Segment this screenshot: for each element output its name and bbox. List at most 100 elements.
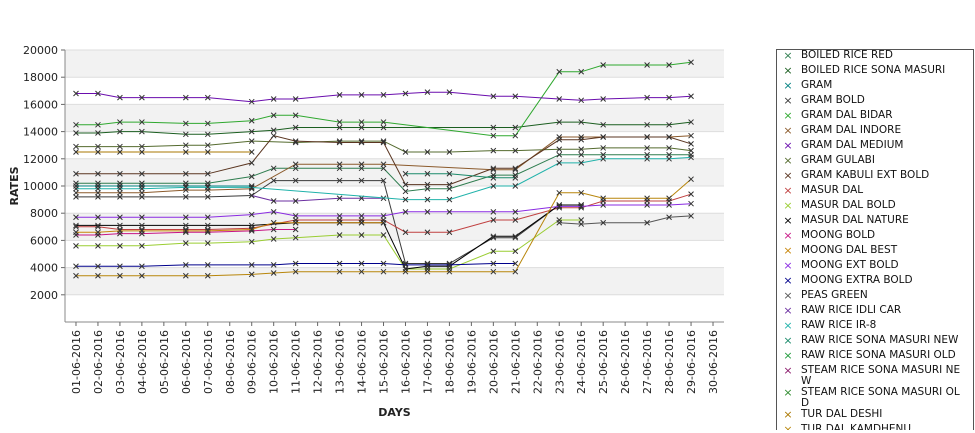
data-point-moong-ext-bold [644,202,650,208]
data-point-gram-bold [270,177,277,184]
legend-item-moong-ext-bold: × MOONG EXT BOLD [777,260,973,275]
data-point-gram-dal-bidar [336,119,343,125]
data-point-raw-rice-ir-8 [73,185,79,192]
x-tick-label: 05-06-2016 [158,330,171,394]
data-point-moong-dal-best [248,226,255,233]
legend-marker-icon: × [783,259,793,272]
data-point-gram-dal-medium [380,92,387,98]
data-point-gram-dal-medium [424,89,431,96]
x-tick-label: 12-06-2016 [312,330,325,394]
x-tick-label: 25-06-2016 [597,330,610,394]
data-point-raw-rice-ir-8 [688,154,694,161]
y-tick-label: 10000 [23,180,58,193]
data-point-boiled-rice-sona-masuri [556,119,563,125]
data-point-tur-dal-deshi [182,149,189,155]
data-point-masur-dal-bold [358,232,365,238]
data-point-masur-dal-nature [117,222,123,229]
data-point-tur-dal-kamdhenu [512,268,519,275]
data-point-gram-dal-bidar [248,117,255,124]
data-point-raw-rice-sona-masuri-new [512,174,519,181]
data-point-masur-dal-nature [490,233,497,240]
data-point-boiled-rice-red [578,151,585,158]
data-point-peas-green [578,221,585,227]
series-line-gram-dal-bidar [76,61,692,137]
data-point-gram-dal-medium [600,96,607,102]
data-point-gram-kabuli-ext-bold [73,170,79,177]
data-point-gram-kabuli-ext-bold [292,138,299,144]
data-point-raw-rice-idli-car [248,192,255,199]
data-point-raw-rice-sona-masuri-new [424,170,431,177]
data-point-gram-dal-bidar [139,119,145,125]
legend-item-masur-dal-nature: × MASUR DAL NATURE [777,215,973,230]
legend-label: TUR DAL KAMDHENU [801,423,912,431]
data-point-gram-dal-medium [644,94,650,101]
legend-marker-icon: × [783,124,793,137]
series-line-gram-gulabi [76,140,692,153]
x-axis-title: DAYS [378,406,411,419]
data-point-gram-kabuli-ext-bold [336,139,343,146]
x-tick-label: 26-06-2016 [619,330,632,394]
x-tick-label: 11-06-2016 [290,330,303,394]
legend-label: RAW RICE IR-8 [801,319,877,331]
data-point-moong-extra-bold [512,260,519,267]
data-point-raw-rice-ir-8 [578,160,585,166]
legend-marker-icon: × [783,408,793,421]
legend-marker-icon: × [783,154,793,167]
data-point-gram-kabuli-ext-bold [204,170,211,177]
data-point-raw-rice-idli-car [292,198,299,204]
legend-label: PEAS GREEN [801,289,868,301]
data-point-boiled-rice-red [402,188,409,195]
legend-label: GRAM DAL BIDAR [801,109,893,121]
data-point-masur-dal-bold [512,248,519,255]
data-point-moong-dal-best [139,228,145,234]
data-point-gram-gulabi [95,143,101,150]
series-line-peas-green [559,215,692,225]
legend-item-gram-bold: × GRAM BOLD [777,95,973,110]
data-point-gram-dal-medium [490,93,497,100]
legend-item-gram-gulabi: × GRAM GULABI [777,155,973,170]
data-point-gram-dal-indore [688,132,694,139]
data-point-boiled-rice-sona-masuri [95,130,101,136]
data-point-masur-dal-bold [117,242,123,249]
data-point-gram-gulabi [688,147,694,154]
data-point-masur-dal-nature [95,222,101,229]
data-point-peas-green [600,219,607,226]
legend-marker-icon: × [783,79,793,92]
x-tick-label: 04-06-2016 [136,330,149,394]
data-point-gram-dal-medium [666,94,672,101]
data-point-gram-gulabi [117,143,123,150]
data-point-moong-dal-best [380,219,387,226]
data-point-moong-ext-bold [139,214,145,221]
legend-label: MASUR DAL BOLD [801,199,896,211]
series-line-boiled-rice-sona-masuri [76,121,692,135]
data-point-gram-dal-indore [358,161,365,168]
data-point-tur-dal-kamdhenu [117,272,123,279]
data-point-boiled-rice-sona-masuri [270,127,277,134]
legend-item-peas-green: × PEAS GREEN [777,290,973,305]
legend-item-masur-dal: × MASUR DAL [777,185,973,200]
data-point-gram-dal-bidar [380,119,387,125]
data-point-gram-dal-medium [95,90,101,97]
data-point-raw-rice-ir-8 [424,196,431,203]
data-point-gram-dal-bidar [600,62,607,68]
data-point-moong-extra-bold [402,262,409,268]
data-point-masur-dal-nature [139,222,145,229]
legend-item-raw-rice-ir-8: × RAW RICE IR-8 [777,320,973,335]
data-point-gram-kabuli-ext-bold [644,134,650,140]
data-point-moong-extra-bold [292,260,299,267]
legend-marker-icon: × [783,94,793,107]
data-point-gram-bold [95,194,101,200]
legend-marker-icon: × [783,64,793,77]
data-point-gram-bold [380,177,387,184]
data-point-moong-bold [270,226,277,233]
x-tick-label: 23-06-2016 [553,330,566,394]
data-point-gram-kabuli-ext-bold [248,160,255,166]
data-point-moong-ext-bold [292,213,299,219]
data-point-gram-dal-medium [336,92,343,98]
legend-label: BOILED RICE SONA MASURI [801,64,946,76]
data-point-gram-dal-medium [270,96,277,102]
data-point-gram-dal-bidar [182,120,189,127]
data-point-moong-ext-bold [270,208,277,215]
y-tick-label: 16000 [23,98,58,111]
data-point-moong-ext-bold [182,214,189,221]
